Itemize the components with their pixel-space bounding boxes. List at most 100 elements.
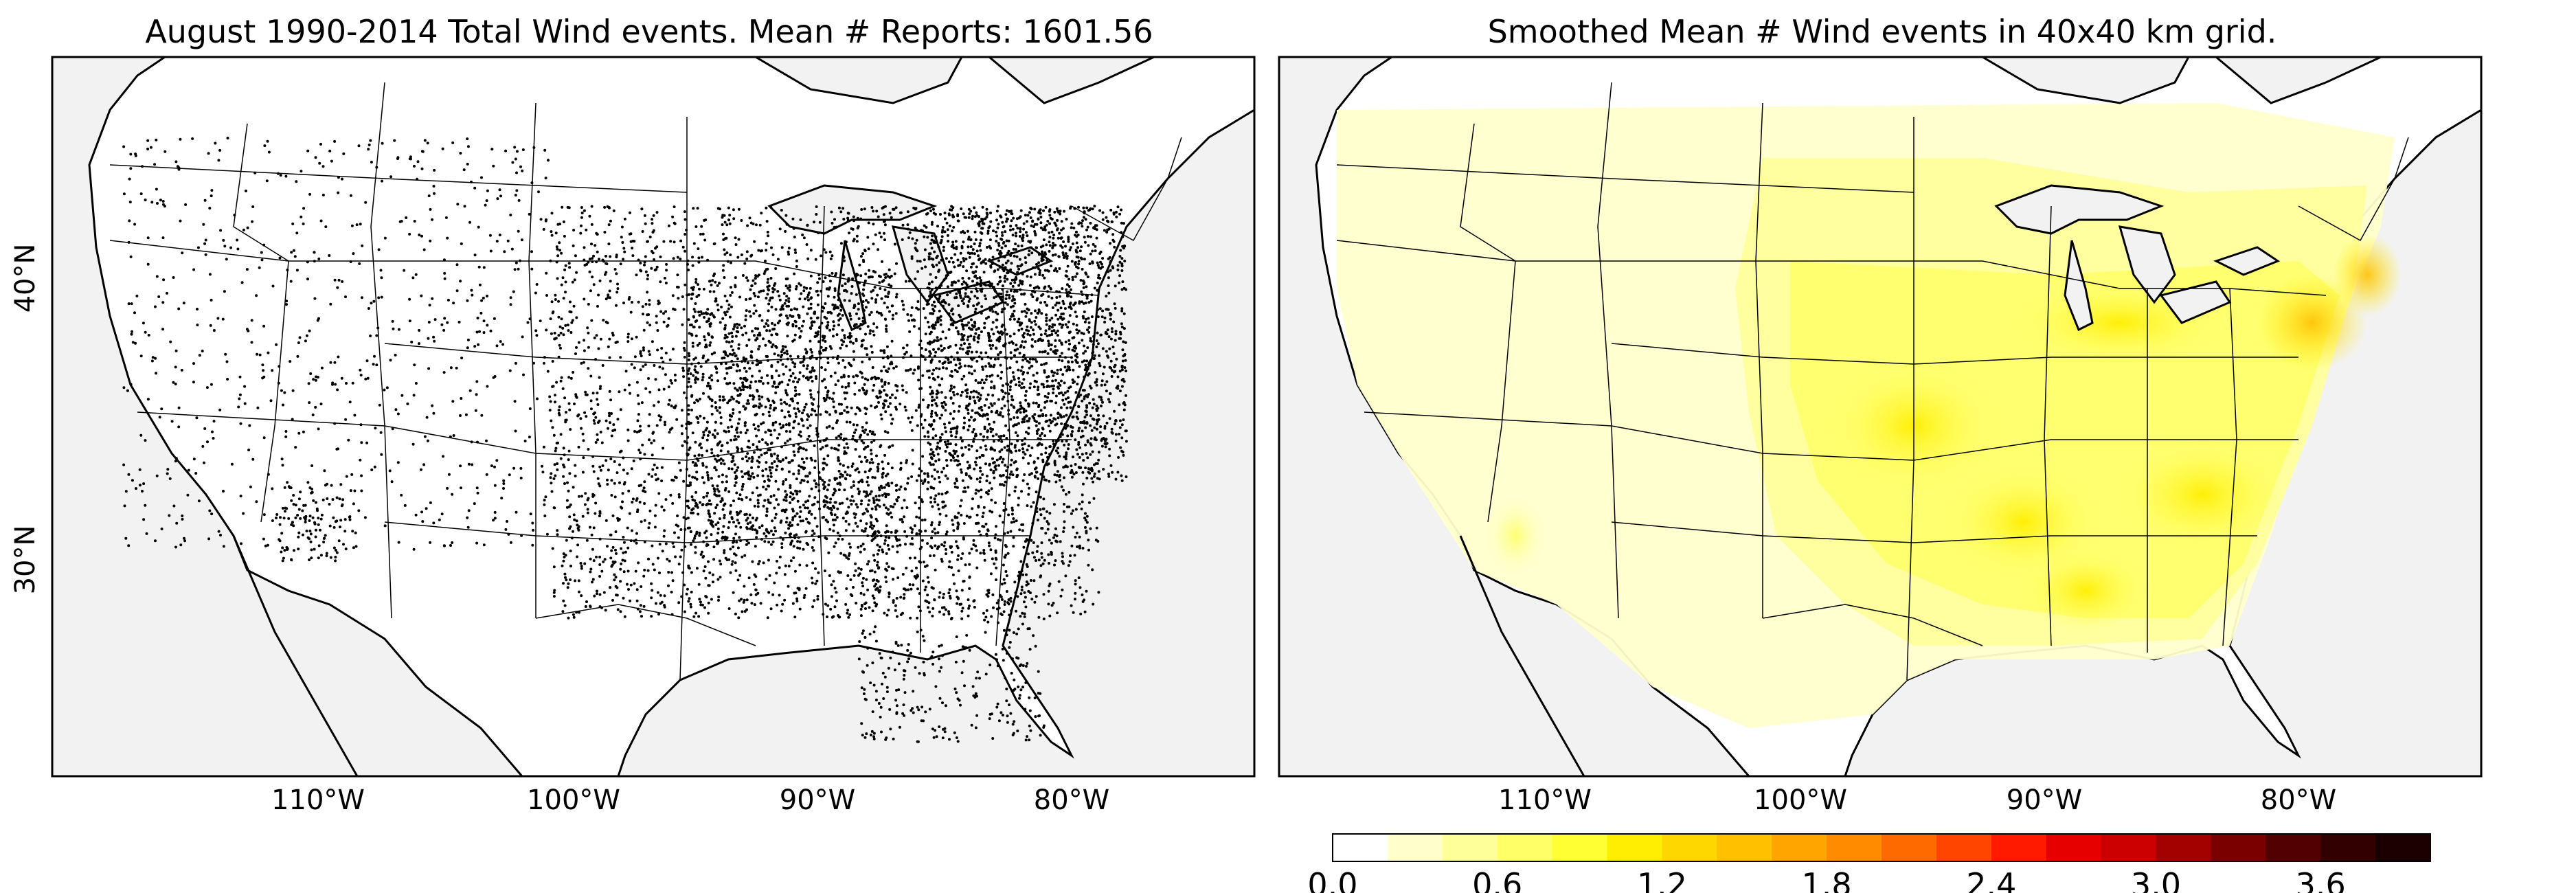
wind-event-point: [568, 266, 572, 269]
wind-event-point: [968, 371, 971, 374]
wind-event-point: [1043, 558, 1046, 562]
wind-event-point: [662, 447, 665, 450]
wind-event-point: [972, 428, 975, 431]
wind-event-point: [1010, 299, 1014, 302]
wind-event-point: [984, 444, 987, 448]
wind-event-point: [946, 234, 949, 237]
wind-event-point: [1118, 403, 1121, 407]
wind-event-point: [956, 392, 959, 396]
wind-event-point: [934, 494, 938, 497]
wind-event-point: [610, 479, 613, 482]
wind-event-point: [1037, 615, 1041, 619]
wind-event-point: [1022, 346, 1026, 349]
wind-event-point: [1114, 339, 1117, 342]
wind-event-point: [905, 459, 908, 462]
wind-event-point: [1082, 482, 1085, 486]
wind-event-point: [964, 389, 967, 392]
wind-event-point: [888, 268, 891, 271]
wind-event-point: [1048, 236, 1052, 239]
wind-event-point: [791, 361, 795, 364]
wind-event-point: [935, 414, 938, 417]
wind-event-point: [725, 372, 729, 375]
wind-event-point: [1046, 220, 1050, 223]
wind-event-point: [1085, 452, 1088, 455]
wind-event-point: [1058, 295, 1061, 298]
wind-event-point: [728, 222, 732, 225]
wind-event-point: [1100, 398, 1103, 402]
wind-event-point: [685, 422, 688, 426]
wind-event-point: [785, 350, 789, 353]
wind-event-point: [776, 454, 780, 457]
wind-event-point: [582, 361, 585, 364]
wind-event-point: [711, 573, 714, 576]
wind-event-point: [992, 332, 995, 336]
wind-event-point: [953, 253, 957, 256]
wind-event-point: [841, 284, 844, 288]
wind-event-point: [701, 436, 705, 440]
wind-event-point: [735, 427, 738, 430]
wind-event-point: [798, 464, 801, 468]
wind-event-point: [854, 521, 857, 525]
wind-event-point: [736, 519, 739, 522]
wind-event-point: [1004, 230, 1007, 234]
wind-event-point: [932, 554, 936, 557]
wind-event-point: [1098, 364, 1102, 368]
wind-event-point: [613, 482, 616, 485]
wind-event-point: [1089, 527, 1092, 530]
wind-event-point: [761, 413, 765, 416]
wind-event-point: [1024, 398, 1028, 402]
wind-event-point: [1085, 406, 1089, 409]
wind-event-point: [688, 567, 691, 570]
wind-event-point: [607, 242, 611, 246]
wind-event-point: [872, 242, 875, 246]
wind-event-point: [1084, 218, 1087, 221]
wind-event-point: [1100, 383, 1103, 387]
wind-event-point: [1082, 332, 1085, 335]
wind-event-point: [568, 527, 571, 530]
wind-event-point: [1027, 462, 1030, 465]
wind-event-point: [1082, 216, 1085, 219]
wind-event-point: [1032, 579, 1036, 583]
wind-event-point: [1120, 436, 1124, 440]
wind-event-point: [745, 608, 748, 611]
wind-event-point: [890, 216, 893, 219]
wind-event-point: [1034, 475, 1037, 479]
wind-event-point: [1090, 468, 1094, 472]
wind-event-point: [651, 544, 654, 547]
wind-event-point: [947, 312, 951, 315]
wind-event-point: [832, 615, 835, 618]
wind-event-point: [1023, 612, 1026, 615]
wind-event-point: [674, 378, 677, 382]
wind-event-point: [1001, 284, 1004, 288]
wind-event-point: [1114, 422, 1116, 426]
wind-event-point: [961, 479, 964, 482]
wind-event-point: [1062, 240, 1065, 243]
wind-event-point: [1024, 214, 1027, 217]
wind-event-point: [1039, 333, 1043, 337]
wind-event-point: [776, 385, 780, 389]
wind-event-point: [911, 462, 914, 466]
wind-event-point: [1017, 328, 1021, 332]
wind-event-point: [951, 313, 955, 316]
wind-event-point: [929, 293, 932, 296]
wind-event-point: [967, 346, 969, 350]
wind-event-point: [870, 350, 874, 354]
wind-event-point: [909, 526, 912, 530]
wind-event-point: [622, 596, 625, 600]
wind-event-point: [767, 558, 770, 562]
wind-event-point: [579, 562, 583, 565]
wind-event-point: [918, 343, 921, 346]
wind-event-point: [725, 299, 729, 303]
wind-event-point: [710, 448, 714, 451]
wind-event-point: [941, 229, 945, 232]
wind-event-point: [1001, 460, 1004, 464]
wind-event-point: [1018, 258, 1021, 261]
wind-event-point: [987, 589, 991, 592]
wind-event-point: [1043, 406, 1046, 409]
wind-event-point: [1092, 475, 1096, 478]
wind-event-point: [1008, 341, 1011, 345]
wind-event-point: [813, 444, 816, 447]
wind-event-point: [1046, 419, 1049, 422]
wind-event-point: [983, 425, 986, 429]
wind-event-point: [993, 296, 996, 299]
